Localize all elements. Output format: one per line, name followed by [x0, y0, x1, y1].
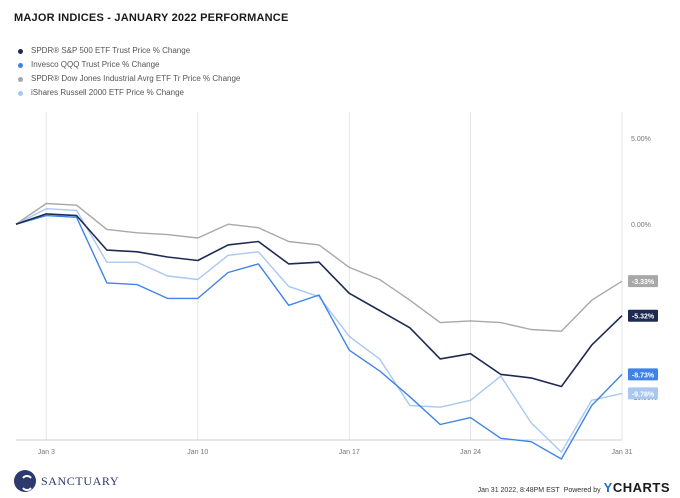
logo-text: SANCTUARY — [41, 473, 120, 488]
end-value-label: -3.33% — [632, 279, 655, 286]
chart-title: MAJOR INDICES - JANUARY 2022 PERFORMANCE — [14, 12, 289, 24]
x-tick-label: Jan 24 — [460, 449, 481, 456]
timestamp: Jan 31 2022, 8:48PM EST — [477, 487, 560, 494]
end-value-badge — [628, 387, 658, 400]
legend-label: SPDR® Dow Jones Industrial Avrg ETF Tr P… — [31, 74, 241, 83]
sanctuary-logo-icon — [14, 470, 36, 492]
ycharts-logo: YCHARTS — [604, 480, 670, 495]
end-value-label: -9.78% — [632, 391, 655, 398]
x-tick-label: Jan 3 — [38, 449, 55, 456]
ycharts-logo-y: Y — [603, 480, 613, 495]
ycharts-logo-text: CHARTS — [612, 480, 670, 495]
end-value-badge — [628, 368, 658, 381]
legend-dot-icon — [18, 62, 23, 68]
powered-by-label: Powered by — [563, 487, 601, 494]
legend-label: iShares Russell 2000 ETF Price % Change — [31, 88, 184, 97]
legend-item-spy[interactable]: SPDR® S&P 500 ETF Trust Price % Change — [18, 44, 240, 58]
end-value-label: -5.32% — [632, 314, 655, 321]
legend-label: Invesco QQQ Trust Price % Change — [31, 60, 160, 69]
y-tick-label: 5.00% — [631, 136, 651, 143]
series-line-1 — [15, 214, 623, 460]
legend-dot-icon — [18, 90, 23, 96]
chart-legend: SPDR® S&P 500 ETF Trust Price % Change I… — [18, 44, 240, 100]
legend-dot-icon — [18, 76, 23, 82]
legend-item-qqq[interactable]: Invesco QQQ Trust Price % Change — [18, 58, 240, 72]
x-tick-label: Jan 17 — [339, 449, 360, 456]
chart-footer: Jan 31 2022, 8:48PM EST Powered by YCHAR… — [478, 480, 670, 495]
legend-label: SPDR® S&P 500 ETF Trust Price % Change — [31, 46, 191, 55]
y-tick-label: 0.00% — [631, 222, 651, 229]
sanctuary-logo: SANCTUARY — [14, 470, 119, 492]
legend-dot-icon — [18, 48, 23, 54]
legend-item-iwm[interactable]: iShares Russell 2000 ETF Price % Change — [18, 86, 240, 100]
x-tick-label: Jan 31 — [611, 449, 632, 456]
x-tick-label: Jan 10 — [187, 449, 208, 456]
series-line-0 — [15, 213, 623, 388]
end-value-badge — [628, 275, 658, 288]
series-line-3 — [15, 207, 623, 453]
series-line-2 — [15, 202, 623, 332]
end-value-badge — [628, 309, 658, 322]
legend-item-dia[interactable]: SPDR® Dow Jones Industrial Avrg ETF Tr P… — [18, 72, 240, 86]
end-value-label: -8.73% — [632, 372, 655, 379]
